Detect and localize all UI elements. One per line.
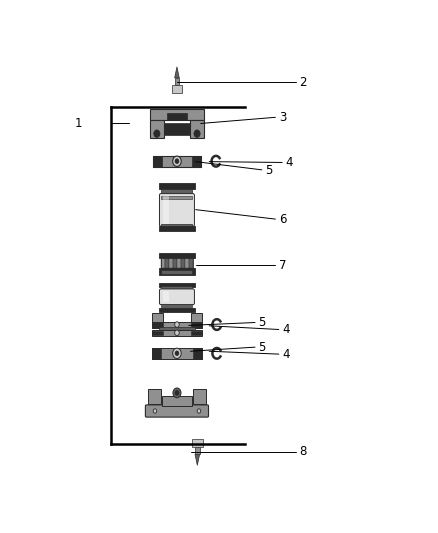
Bar — [159, 308, 194, 312]
Bar — [175, 78, 179, 85]
Text: 5: 5 — [258, 316, 266, 329]
Bar — [185, 259, 189, 268]
Circle shape — [175, 159, 179, 164]
Bar — [162, 270, 192, 274]
Circle shape — [173, 388, 181, 398]
Text: 4: 4 — [282, 323, 290, 336]
Bar — [161, 259, 165, 268]
Bar — [164, 123, 190, 135]
Bar — [169, 259, 173, 268]
Bar — [152, 321, 201, 327]
Polygon shape — [195, 454, 200, 465]
Bar — [152, 330, 201, 336]
Bar — [152, 348, 201, 359]
Bar — [190, 120, 204, 138]
Bar — [161, 259, 193, 268]
Bar — [159, 253, 194, 258]
Bar — [152, 330, 163, 335]
Circle shape — [175, 330, 179, 336]
Bar — [159, 268, 194, 275]
Bar — [191, 312, 201, 322]
Bar — [167, 113, 187, 120]
Bar — [191, 321, 201, 327]
Circle shape — [197, 409, 201, 413]
Text: 4: 4 — [282, 348, 290, 361]
Bar — [189, 259, 193, 268]
Text: 2: 2 — [299, 76, 307, 89]
Bar — [162, 189, 192, 194]
Polygon shape — [175, 67, 179, 78]
FancyBboxPatch shape — [145, 405, 208, 417]
Bar — [163, 196, 169, 224]
Circle shape — [194, 130, 200, 138]
Circle shape — [175, 390, 179, 395]
Bar — [163, 291, 169, 302]
Text: 1: 1 — [75, 117, 83, 130]
Text: 5: 5 — [258, 341, 266, 353]
Text: 5: 5 — [265, 164, 272, 177]
Bar — [177, 259, 181, 268]
Bar — [191, 330, 201, 335]
Bar — [172, 85, 182, 93]
Bar — [195, 447, 200, 454]
Bar — [192, 156, 201, 167]
Bar — [150, 120, 164, 138]
Bar — [159, 226, 194, 231]
Bar — [181, 259, 185, 268]
Text: 7: 7 — [279, 259, 286, 271]
Bar — [162, 286, 192, 291]
Bar — [159, 327, 194, 330]
Text: 8: 8 — [299, 445, 307, 458]
Text: 4: 4 — [286, 156, 293, 169]
Bar — [150, 109, 204, 120]
Text: 6: 6 — [279, 213, 286, 227]
Bar — [193, 348, 201, 359]
Circle shape — [173, 348, 181, 359]
Bar — [165, 259, 169, 268]
Bar — [162, 196, 192, 199]
FancyBboxPatch shape — [159, 289, 194, 305]
Bar — [152, 312, 163, 322]
Bar — [148, 390, 161, 404]
Bar — [159, 183, 194, 189]
Bar — [173, 259, 177, 268]
Circle shape — [154, 130, 160, 138]
Bar — [162, 224, 192, 227]
Bar — [159, 283, 194, 287]
Bar — [162, 397, 192, 406]
Text: 3: 3 — [279, 111, 286, 124]
Bar — [153, 156, 162, 167]
Circle shape — [153, 409, 157, 413]
Bar — [192, 440, 203, 447]
FancyBboxPatch shape — [159, 193, 194, 226]
Bar — [152, 321, 163, 327]
Bar — [193, 390, 206, 404]
Circle shape — [175, 322, 179, 327]
Bar — [152, 348, 161, 359]
Bar — [162, 304, 192, 309]
Circle shape — [173, 156, 181, 166]
Bar — [153, 156, 201, 167]
Circle shape — [175, 351, 179, 356]
